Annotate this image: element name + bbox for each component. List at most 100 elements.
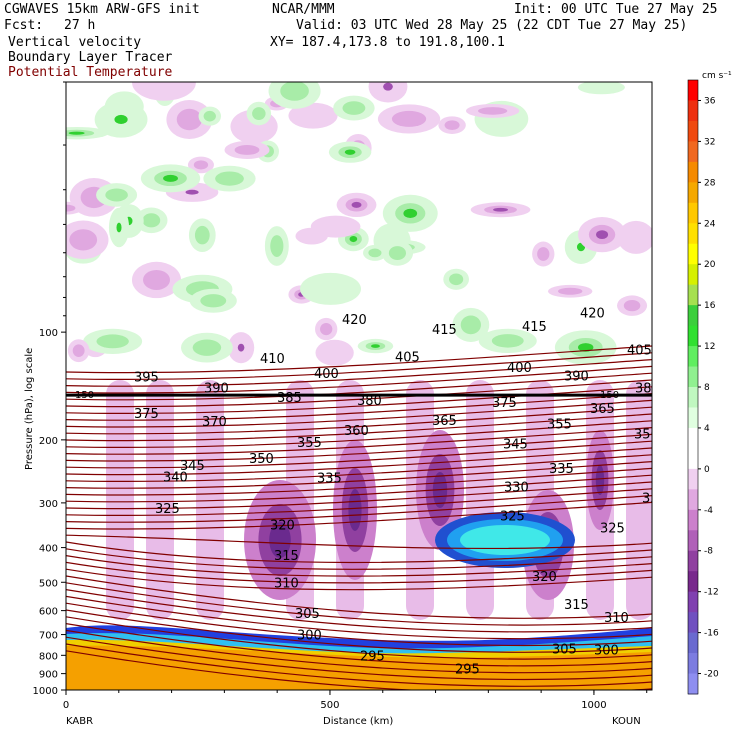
vv-cell [449,273,464,286]
vv-cell [288,102,338,129]
colorbar-swatch [688,264,698,286]
vv-cell [315,339,354,366]
colorbar-label: -20 [704,670,719,680]
theta-label: 420 [580,306,605,321]
colorbar-swatch [688,407,698,429]
theta-label: 350 [249,452,274,467]
theta-label: 305 [295,607,320,622]
colorbar-swatch [688,243,698,265]
theta-line [66,440,652,469]
colorbar-swatch [688,387,698,408]
vv-cell [72,344,85,357]
vv-updraft [460,525,550,555]
theta-label: 325 [500,509,525,524]
colorbar-swatch [688,489,698,511]
vv-cell [69,229,98,251]
vv-cell [105,188,128,202]
theta-label: 370 [202,415,227,430]
vv-band [626,380,652,620]
theta-line [66,609,652,653]
theta-label: 360 [344,424,369,439]
vv-cell [270,235,284,257]
colorbar-swatch [688,182,698,204]
theta-label: 335 [317,472,342,487]
vv-core [269,522,291,558]
theta-line [66,454,652,483]
colorbar-swatch [688,325,698,347]
vv-cell [176,108,202,131]
theta-label: 375 [492,396,517,411]
y-tick-label: 500 [39,578,58,589]
theta-label: 325 [155,502,180,517]
theta-line [66,495,652,523]
theta-line [66,386,652,415]
theta-line [66,399,652,428]
colorbar-label: 4 [704,424,710,434]
vv-cell [371,344,380,348]
theta-label: 365 [590,402,615,417]
colorbar-label: -12 [704,588,719,598]
theta-label: 395 [134,370,159,385]
theta-contours: 1501504204154154204104104054054004003953… [66,306,667,690]
theta-label: 415 [432,323,457,338]
right-endpoint-label: KOUN [612,716,641,727]
theta-label: 315 [274,549,299,564]
vv-cell [368,82,408,103]
vv-cell [68,131,85,135]
colorbar-swatch [688,509,698,531]
theta-label: 355 [547,417,572,432]
field-potential-temperature: Potential Temperature [8,65,173,80]
colorbar-label: 12 [704,342,715,352]
y-tick-label: 600 [39,607,58,618]
vv-cell [192,339,222,356]
vv-cell [403,208,418,218]
theta-line [66,359,652,387]
theta-label: 315 [564,598,589,613]
valid-time: Valid: 03 UTC Wed 28 May 25 (22 CDT Tue … [296,18,688,33]
colorbar-swatch [688,653,698,675]
theta-line [66,616,652,660]
theta-label: 330 [504,481,529,496]
theta-line [66,555,652,577]
theta-line [66,623,652,667]
colorbar-swatch [688,530,698,552]
colorbar-swatch [688,612,698,634]
colorbar-swatch [688,120,698,142]
x-tick-label: 500 [320,700,339,711]
theta-line [66,345,652,374]
theta-line [66,575,652,619]
theta-label: 400 [314,367,339,382]
vv-core [595,465,605,495]
vv-cell [280,82,309,101]
vv-cell [577,82,625,95]
y-tick-label: 100 [39,328,58,339]
vv-cell [142,213,161,228]
plot-frame [65,81,653,691]
theta-label: 330 [642,492,667,507]
theta-line [66,595,652,640]
x-axis-title: Distance (km) [323,716,393,727]
colorbar-swatch [688,223,698,245]
colorbar-swatch [688,346,698,368]
theta-line [66,420,652,449]
theta-label: 295 [455,662,480,677]
vv-cell [143,269,170,290]
colorbar-swatch [688,550,698,572]
vv-cell [596,230,609,240]
vv-cell [252,107,266,121]
forecast-label: Fcst: [4,18,44,33]
theta-label: 380 [357,394,382,409]
theta-label: 325 [600,522,625,537]
colorbar-label: 8 [704,383,710,393]
theta-label: 335 [549,462,574,477]
colorbar-swatch [688,673,698,695]
theta-label: 340 [163,470,188,485]
vv-cell [349,235,358,243]
vv-cell [578,343,594,352]
vv-cell [477,107,508,115]
theta-label: 390 [204,382,229,397]
y-tick-label: 700 [39,631,58,642]
theta-label: 300 [297,629,322,644]
theta-line [66,474,652,503]
